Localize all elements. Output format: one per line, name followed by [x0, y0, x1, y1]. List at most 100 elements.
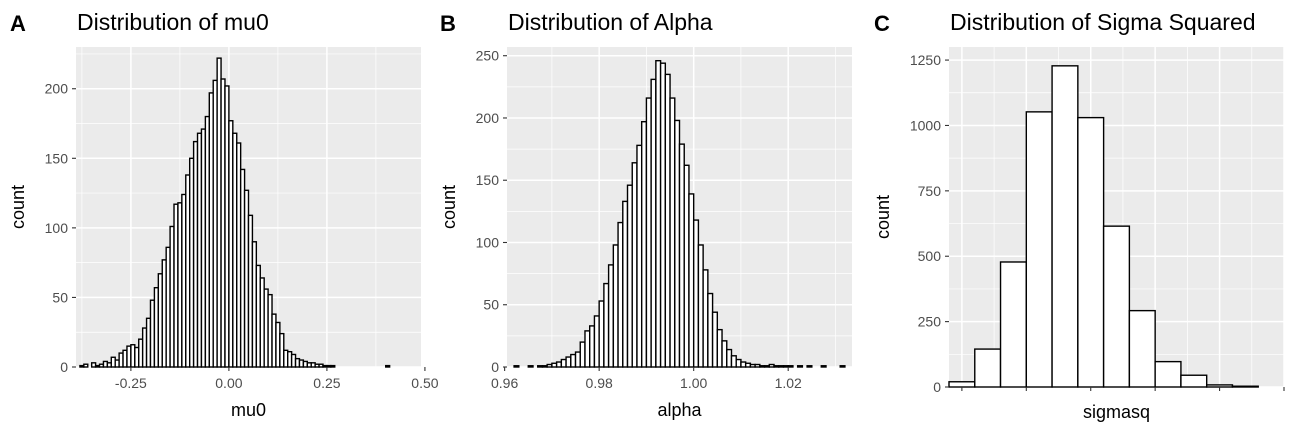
histogram-bar	[730, 355, 737, 368]
x-tick-label: 0.50	[411, 375, 438, 391]
histogram-bar	[541, 365, 548, 368]
histogram-bar	[560, 358, 567, 368]
y-tick-label: 0	[60, 359, 68, 375]
y-tick-label: 150	[476, 172, 500, 188]
histogram-bar	[749, 363, 756, 368]
histogram-bar	[631, 162, 638, 368]
histogram-bar	[607, 264, 615, 368]
histogram-bar	[711, 311, 719, 368]
histogram-bar	[759, 365, 766, 368]
histogram-bar	[622, 200, 629, 368]
histogram-bar	[565, 356, 572, 368]
histogram-bar	[330, 364, 336, 368]
histogram-bar	[513, 365, 520, 368]
histogram-bar	[683, 164, 690, 368]
histogram-bar	[839, 365, 846, 368]
plot-area-alpha: 0 50 100 150 200 250 0.96 0.98 1.00 1.02 alpha coun…	[439, 47, 852, 420]
x-tick-label: 0.96	[491, 375, 518, 391]
x-axis-title-sigmasq: sigmasq	[1083, 402, 1150, 422]
x-tick-label: 0.00	[215, 375, 242, 391]
y-tick-label: 1000	[910, 117, 941, 133]
histogram-bar	[697, 244, 704, 368]
histogram-bar	[820, 365, 827, 368]
x-tick-label: 0.25	[313, 375, 340, 391]
histogram-bar	[1128, 309, 1156, 388]
histogram-bar	[782, 365, 789, 368]
histogram-bar	[763, 365, 770, 368]
histogram-bar	[702, 269, 709, 368]
y-tick-label: 100	[476, 234, 500, 250]
y-tick-label: 0	[933, 379, 941, 395]
histogram-bar	[1205, 384, 1234, 388]
histogram-bar	[1077, 116, 1105, 388]
y-tick-label: 100	[45, 220, 69, 236]
histogram-bar	[537, 365, 544, 368]
histogram-bar	[612, 244, 619, 368]
y-tick-label: 250	[918, 314, 942, 330]
histogram-bar	[626, 184, 633, 368]
y-tick-label: 50	[52, 289, 68, 305]
y-tick-label: 500	[918, 248, 942, 264]
panel-title-mu0: Distribution of mu0	[77, 9, 269, 35]
histogram-bar	[716, 328, 723, 368]
y-tick-label: 50	[483, 297, 499, 313]
histogram-bar	[669, 97, 676, 368]
y-axis-title-mu0: count	[8, 185, 28, 229]
plot-area-mu0: 0 50 100 150 200 -0.25 0.00 0.25 0.50 mu0 count	[8, 47, 439, 420]
x-tick-label: 0.98	[586, 375, 613, 391]
histogram-bar	[655, 59, 662, 368]
histogram-bar	[787, 365, 794, 368]
y-tick-label: 0	[491, 359, 499, 375]
histogram-bar	[948, 381, 976, 388]
y-tick-label: 1250	[910, 52, 941, 68]
histogram-bar	[1102, 225, 1131, 388]
histogram-bar	[593, 315, 600, 368]
histogram-bar	[555, 361, 563, 368]
histogram-bar	[740, 361, 747, 368]
panel-letter-c: C	[874, 11, 890, 36]
histogram-bar	[778, 365, 785, 368]
y-axis-title-alpha: count	[439, 185, 459, 229]
histogram-bar	[579, 341, 586, 368]
histogram-bar	[1154, 360, 1182, 388]
histogram-bar	[546, 363, 553, 368]
y-tick-label: 250	[476, 48, 500, 64]
histogram-bar	[1051, 65, 1079, 388]
histogram-bar	[806, 365, 813, 368]
histogram-bar	[1231, 385, 1259, 388]
histogram-bar	[527, 365, 534, 368]
histogram-bar	[1025, 111, 1053, 388]
histogram-bar	[617, 221, 624, 368]
histogram-bar	[385, 364, 391, 368]
histogram-bar	[726, 348, 733, 368]
histogram-bar	[584, 330, 591, 368]
histogram-bar	[636, 144, 643, 368]
panel-sigmasq: C Distribution of Sigma Squared 0 250 500 7…	[873, 9, 1285, 422]
histogram-bar	[754, 363, 761, 368]
panel-title-sigmasq: Distribution of Sigma Squared	[950, 9, 1256, 35]
histogram-bar	[1180, 374, 1208, 388]
histogram-bar	[688, 193, 695, 368]
histogram-bar	[603, 282, 610, 368]
panel-title-alpha: Distribution of Alpha	[508, 9, 713, 35]
histogram-bar	[773, 365, 780, 368]
histogram-bar	[735, 358, 742, 368]
histogram-bar	[640, 121, 648, 368]
histogram-bar	[574, 351, 581, 368]
histogram-bar	[721, 340, 728, 368]
histogram-bar	[744, 362, 752, 368]
y-tick-label: 200	[476, 110, 500, 126]
x-axis-title-alpha: alpha	[657, 400, 702, 420]
y-tick-label: 750	[918, 183, 942, 199]
panel-alpha: B Distribution of Alpha 0501001502002500…	[439, 9, 852, 420]
histogram-bar	[659, 62, 667, 368]
histogram-bar	[974, 348, 1002, 388]
panel-letter-a: A	[10, 11, 26, 36]
histogram-bar	[664, 73, 671, 368]
histogram-bar	[650, 78, 657, 368]
histogram-bar	[589, 325, 596, 368]
histogram-bar	[598, 300, 605, 368]
x-tick-label: 1.00	[680, 375, 707, 391]
